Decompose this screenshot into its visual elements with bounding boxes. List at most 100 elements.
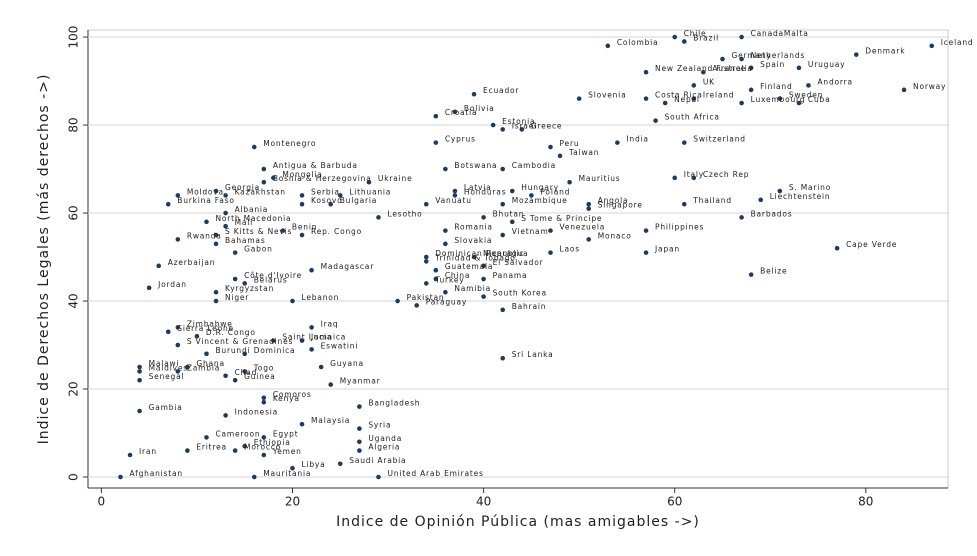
x-axis-label: Indice de Opinión Pública (mas amigables… xyxy=(336,514,700,530)
point xyxy=(242,443,248,449)
point xyxy=(165,329,171,335)
point xyxy=(720,56,725,62)
point-label: Vanuatu xyxy=(435,196,472,205)
point-label: S Vincent & Grenadines xyxy=(187,337,293,346)
point xyxy=(443,289,448,295)
point xyxy=(557,153,563,159)
point-label: Angola xyxy=(598,196,629,205)
point-label: Togo xyxy=(253,363,274,372)
point xyxy=(500,166,506,172)
point xyxy=(433,140,439,145)
point xyxy=(576,96,582,101)
point-label: Mali xyxy=(235,218,253,227)
point-label: Côte d'Ivoire xyxy=(244,271,302,280)
point-label: Syria xyxy=(368,421,391,430)
point xyxy=(567,179,572,185)
point xyxy=(357,448,362,453)
point-label: Indonesia xyxy=(235,407,278,416)
point-label: Denmark xyxy=(865,47,905,56)
point-label: Bosnia & Herzegovina xyxy=(273,174,372,183)
point-label: Guyana xyxy=(330,359,364,368)
x-tick-label: 0 xyxy=(98,495,106,509)
point-label: Monaco xyxy=(598,231,632,240)
point xyxy=(605,43,611,49)
point xyxy=(519,127,525,132)
point-label: Malaysia xyxy=(311,416,350,425)
point-label: Jamaica xyxy=(310,333,346,342)
point-label: Albania xyxy=(235,205,269,214)
point xyxy=(328,201,334,207)
point-label: Burkina Faso xyxy=(177,196,234,205)
point-label: Chile xyxy=(684,29,707,38)
point-label: Latvia xyxy=(464,183,492,192)
point-label: Greece xyxy=(531,121,563,130)
point-label: Chad xyxy=(235,368,258,377)
point-label: Sierra Leone xyxy=(177,324,234,333)
point xyxy=(165,201,171,207)
point xyxy=(748,87,754,93)
point-label: Lesotho xyxy=(387,209,422,218)
point-label: Belize xyxy=(760,267,787,276)
point-label: Cambodia xyxy=(512,161,556,170)
point-label: Iceland xyxy=(941,38,974,47)
point-label: Rwanda xyxy=(187,231,222,240)
point-label: Cyprus xyxy=(445,135,476,144)
point xyxy=(500,232,506,238)
point-label: S. Marino xyxy=(789,183,831,192)
point xyxy=(328,382,334,387)
point-label: D.R. Congo xyxy=(206,328,256,337)
point xyxy=(691,83,697,88)
point-label: Lebanon xyxy=(301,293,339,302)
point xyxy=(796,65,802,71)
point xyxy=(643,69,649,75)
point xyxy=(672,175,678,181)
point-label: Mozambique xyxy=(512,196,568,205)
point-label: Thailand xyxy=(692,196,732,205)
point-label: Senegal xyxy=(149,372,185,381)
point xyxy=(337,461,343,467)
point-label: Luxembourg xyxy=(751,95,806,104)
point xyxy=(175,369,181,374)
point xyxy=(739,100,744,106)
point-label: Kazakhstan xyxy=(235,187,286,196)
point xyxy=(242,351,248,357)
point xyxy=(433,267,439,273)
point-label: Botswana xyxy=(454,161,497,170)
point-label: Morocco xyxy=(244,443,281,452)
point xyxy=(471,254,477,260)
point xyxy=(433,276,439,282)
point xyxy=(739,215,744,220)
point-label: Ethiopia xyxy=(254,438,291,447)
point xyxy=(204,219,209,225)
point-label: Sri Lanka xyxy=(512,350,554,359)
point xyxy=(251,474,257,480)
point-label: Cape Verde xyxy=(846,240,897,249)
point xyxy=(223,223,228,229)
point-label: Dominican Republic xyxy=(435,249,524,258)
point-label: Uganda xyxy=(368,434,402,443)
point xyxy=(232,250,238,255)
point-label: Spain xyxy=(760,60,785,69)
point-label: Finland xyxy=(760,82,792,91)
point xyxy=(137,369,142,374)
point-label: Jordan xyxy=(157,280,187,289)
point-label: Nicaragua xyxy=(483,249,528,258)
point xyxy=(777,96,783,101)
point-label: Pakistan xyxy=(407,293,445,302)
point-label: Bhutan xyxy=(493,209,525,218)
point xyxy=(806,83,811,88)
point xyxy=(452,188,458,194)
point-label: Venezuela xyxy=(559,223,605,232)
point-label: Costa Rica xyxy=(655,91,703,100)
point xyxy=(223,210,228,216)
point-label: S Kitts & Nevis xyxy=(225,227,292,236)
point-label: North Macedonia xyxy=(215,214,291,223)
point-label: Libya xyxy=(301,460,325,469)
point xyxy=(653,118,658,123)
point xyxy=(681,201,687,207)
point xyxy=(213,241,219,247)
point xyxy=(127,452,133,458)
point xyxy=(929,43,935,49)
point xyxy=(251,144,257,150)
point xyxy=(357,426,362,431)
